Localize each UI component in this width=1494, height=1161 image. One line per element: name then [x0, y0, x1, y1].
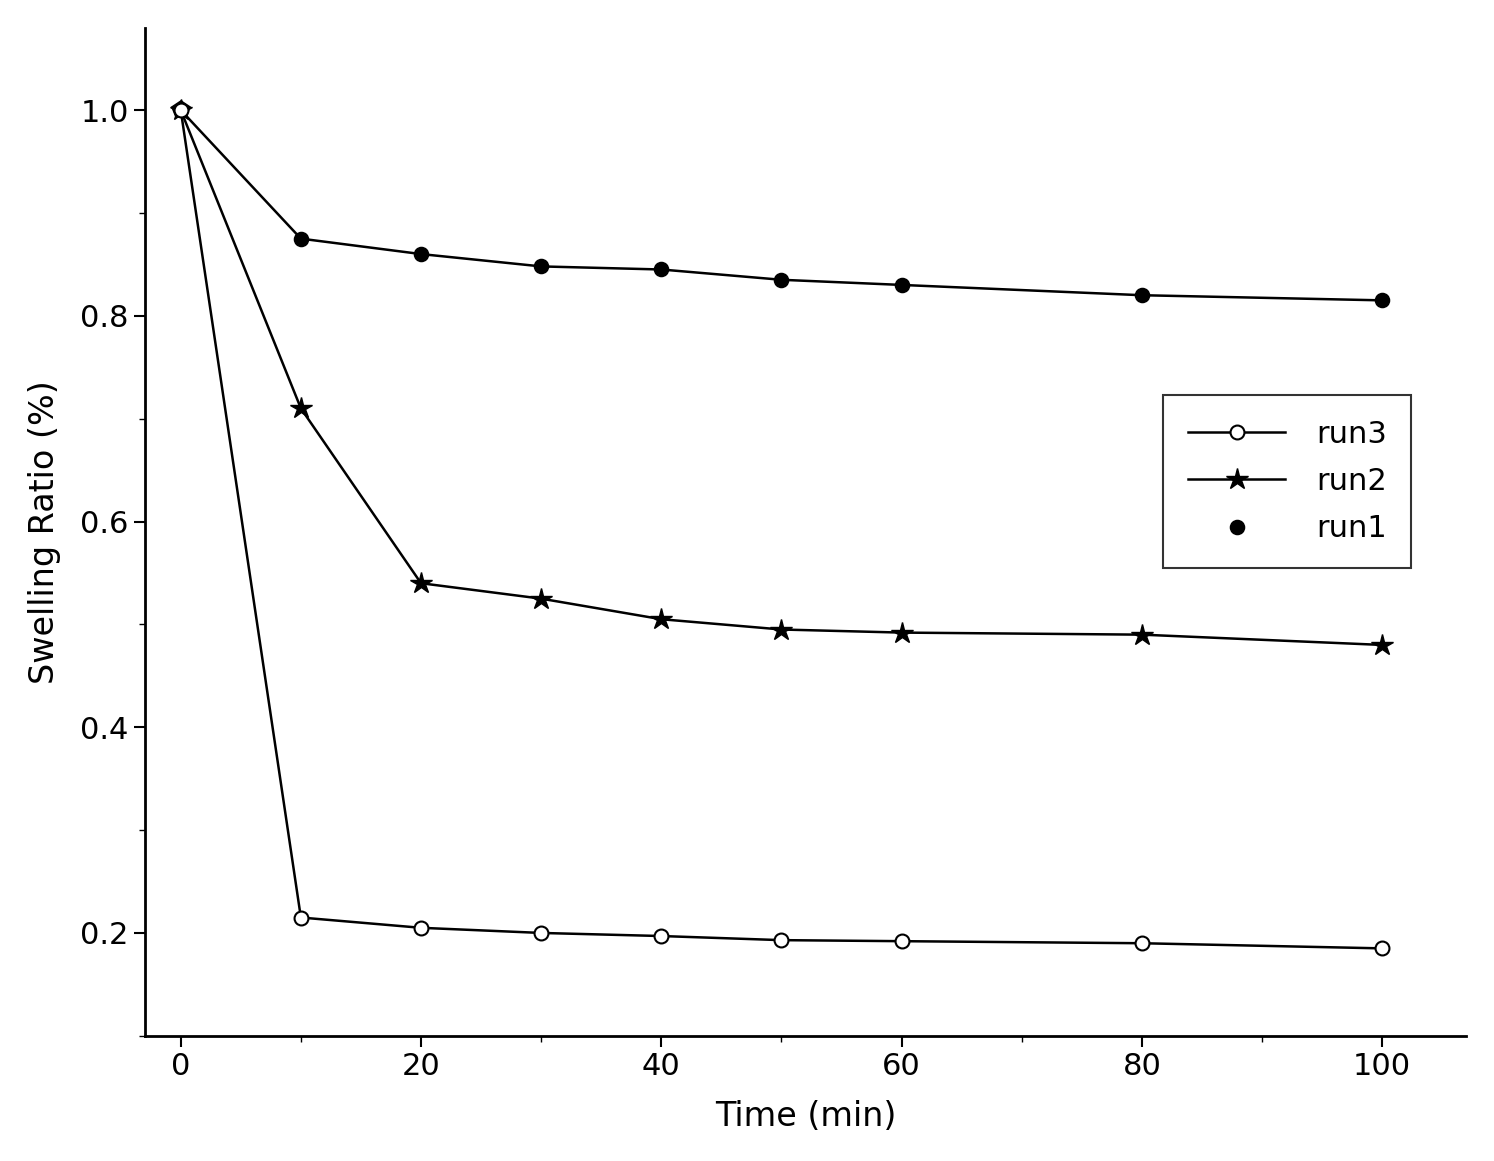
run2	[1132, 628, 1150, 642]
Legend: run3, run2, run1: run3, run2, run1	[1164, 395, 1412, 568]
run1	[653, 262, 671, 276]
run3	[412, 921, 430, 935]
X-axis label: Time (min): Time (min)	[714, 1101, 896, 1133]
run3	[291, 910, 309, 924]
run3	[532, 926, 550, 940]
run2	[412, 576, 430, 590]
run3	[1373, 942, 1391, 956]
run2	[653, 612, 671, 626]
run2	[172, 103, 190, 117]
run3	[1132, 936, 1150, 950]
run3	[892, 935, 910, 949]
run2	[532, 592, 550, 606]
run1	[412, 247, 430, 261]
run1	[1132, 288, 1150, 302]
run2	[1373, 639, 1391, 652]
run1	[772, 273, 790, 287]
run3	[772, 933, 790, 947]
run1	[892, 277, 910, 291]
run2	[291, 402, 309, 416]
Line: run1: run1	[294, 232, 1389, 308]
Line: run3: run3	[173, 103, 1389, 956]
run2	[892, 626, 910, 640]
Y-axis label: Swelling Ratio (%): Swelling Ratio (%)	[28, 380, 61, 684]
run3	[653, 929, 671, 943]
run3	[172, 103, 190, 117]
run1	[1373, 294, 1391, 308]
run1	[291, 232, 309, 246]
Line: run2: run2	[170, 99, 1394, 656]
run1	[532, 259, 550, 273]
run2	[772, 622, 790, 636]
